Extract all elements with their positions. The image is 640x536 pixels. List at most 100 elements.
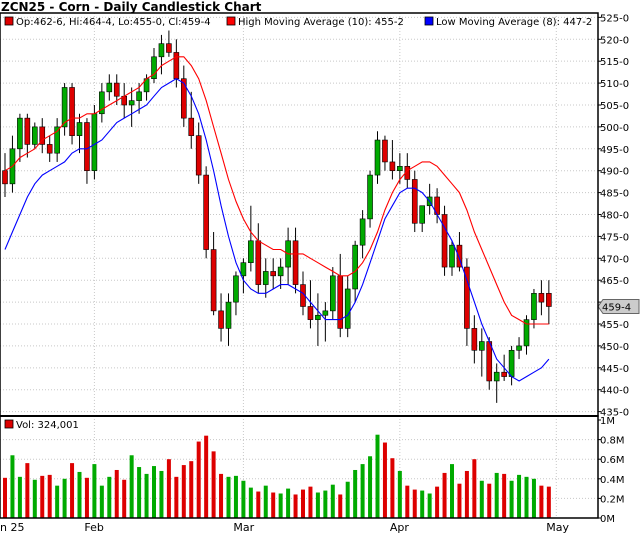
volume-bar [70,463,75,518]
volume-bar [397,470,402,518]
candle-body [17,117,23,150]
price-tick-label: 445-0 [600,364,629,375]
candle-body [493,371,500,382]
volume-bar [3,477,7,518]
price-tick-label: 475-0 [600,232,629,243]
candle-body [136,91,142,101]
candle-body [240,262,247,277]
candle-body [158,43,165,58]
candle-body [486,341,493,382]
volume-bar [204,435,209,518]
candle-body [411,179,418,224]
volume-bar [405,485,410,518]
volume-bars [3,434,551,518]
candle-body [151,56,157,80]
volume-bar [159,470,164,518]
volume-bar [345,481,350,518]
volume-legend: Vol: 324,001 [4,419,79,431]
ma-low-legend-label: Low Moving Average (8): 447-2 [436,17,592,28]
volume-bar [375,434,380,518]
volume-bar [107,476,112,518]
volume-bar [293,494,298,518]
candle-body [367,174,373,220]
price-tick-label: 525-0 [600,13,629,24]
candle-body [270,271,277,277]
volume-bar [517,474,522,518]
volume-bar [99,485,104,518]
candle-body [181,78,187,119]
candle-body [54,126,60,154]
candle-body [329,275,336,312]
last-price-tag: 459-4 [597,298,640,314]
volume-bar [301,489,305,518]
volume-bar [368,456,373,518]
candle-body [359,218,366,246]
volume-bar [129,455,134,518]
volume-bar [181,465,186,518]
volume-bar [122,479,127,518]
candle-body [546,293,552,307]
candle-body [307,306,314,320]
volume-bar [278,493,283,518]
volume-bar [174,476,179,518]
price-tick-label: 520-0 [600,35,629,46]
volume-bar [55,485,60,518]
volume-bar [77,471,82,518]
volume-tick-label: 1M [600,416,615,427]
candle-body [374,139,381,176]
volume-bar [502,473,507,518]
candle-body [538,293,545,303]
volume-bar [382,442,387,518]
moving-average-lines [4,56,550,382]
candle-body [397,166,403,171]
candle-body [248,240,254,263]
price-tick-label: 490-0 [600,167,629,178]
volume-bar [152,466,156,518]
candle-body [39,126,46,145]
candle-body [315,314,321,320]
volume-bar [25,463,30,518]
candle-body [464,266,470,329]
candle-body [2,170,8,185]
legend-row: Op:462-6, Hi:464-4, Lo:455-0, Cl:459-4 H… [4,16,592,28]
candle-body [501,371,507,377]
price-tick-label: 435-0 [600,408,629,419]
volume-bar [390,458,395,518]
ma-low-line [4,78,550,382]
ma-high-line [4,56,549,325]
last-price-tag-text: 459-4 [602,302,631,313]
volume-bar [263,485,268,518]
ma-high-legend-swatch [226,16,236,26]
volume-bar [360,464,365,518]
candle-body [188,117,195,136]
price-tick-label: 495-0 [600,145,629,156]
volume-bar [308,486,313,518]
candle-body [128,100,135,106]
volume-bar [144,473,149,518]
candle-body [277,266,284,277]
volume-bar [338,494,343,518]
candle-body [471,328,478,351]
volume-bar [442,472,447,518]
volume-bar [92,464,97,518]
candle-body [84,122,90,171]
candle-body [382,139,388,163]
volume-bar [546,486,551,518]
volume-bar [62,478,67,518]
month-label: n 25 [0,521,24,534]
volume-bar [479,480,484,518]
volume-tick-label: 0.6M [600,455,625,466]
candle-body [46,144,53,154]
volume-bar [531,478,536,518]
candle-body [166,43,172,53]
candle-body [456,244,463,268]
volume-bar [435,486,440,518]
volume-bar [427,493,432,518]
candle-body [61,87,68,128]
chart-title: ZCN25 - Corn - Daily Candlestick Chart [1,0,262,14]
volume-bar [450,464,454,518]
volume-bar [420,490,425,518]
candle-body [516,345,522,351]
volume-bar [487,483,492,518]
